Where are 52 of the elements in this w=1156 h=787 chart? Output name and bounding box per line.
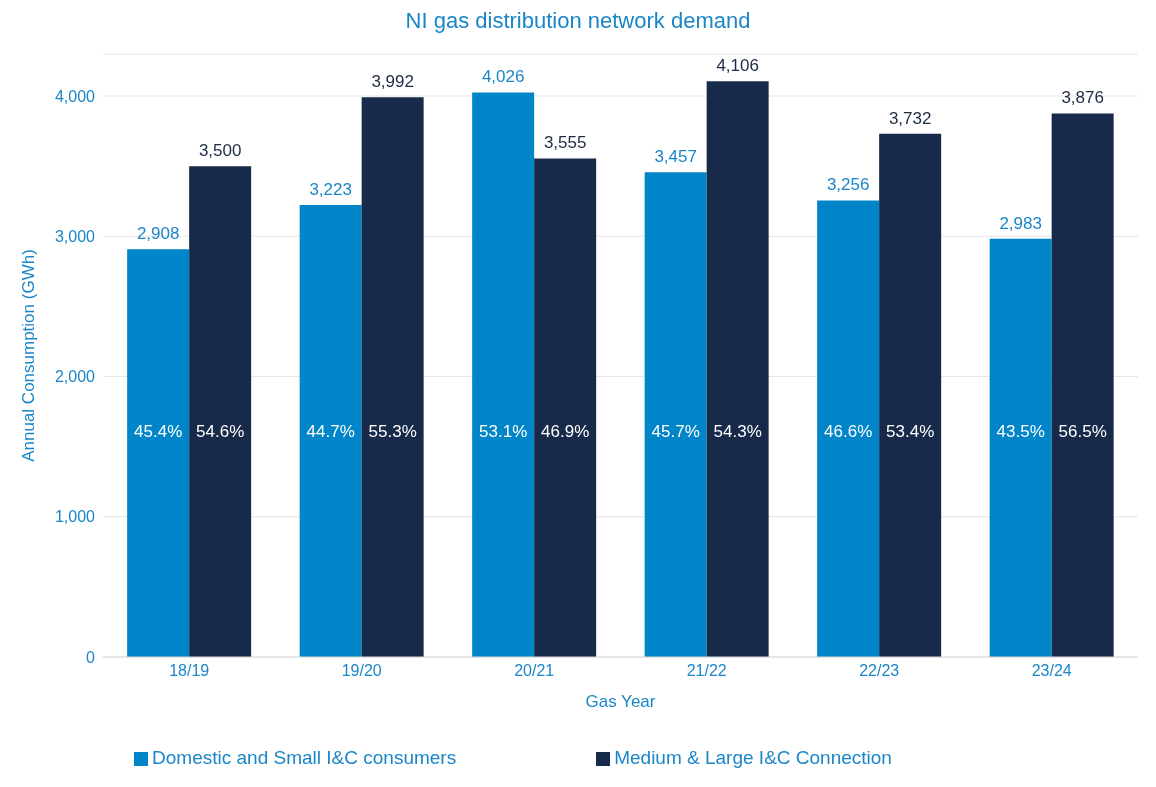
data-label: 4,026 [481,67,525,87]
x-tick-label: 18/19 [169,662,210,680]
data-label: 3,256 [826,175,870,195]
data-label: 2,908 [136,224,180,244]
data-label: 3,876 [1061,88,1104,108]
data-label: 3,555 [543,133,587,153]
data-label: 4,106 [716,56,759,76]
bar [817,200,880,657]
bar [361,97,424,657]
x-tick-label: 21/22 [686,662,727,680]
legend-label: Medium & Large I&C Connection [614,747,892,768]
legend-label: Domestic and Small I&C consumers [152,747,457,768]
annotation: 45.4% [134,422,183,442]
y-tick-label: 1,000 [54,508,96,526]
annotation: 44.7% [306,422,355,442]
annotation: 54.6% [196,422,245,442]
bar [989,238,1052,657]
bar [472,92,535,657]
annotation: 46.6% [824,422,873,442]
annotation: 56.5% [1058,422,1107,442]
bar [534,158,597,657]
data-label: 2,983 [999,213,1042,233]
chart-title: NI gas distribution network demand [404,8,752,34]
data-label: 3,732 [888,108,932,128]
annotation: 46.9% [541,422,590,442]
data-label: 3,500 [198,141,242,161]
bar [127,249,190,657]
x-tick-label: 20/21 [514,662,555,680]
data-label: 3,457 [654,147,697,167]
annotation: 53.1% [479,422,528,442]
annotation: 55.3% [368,422,417,442]
annotation: 54.3% [713,422,762,442]
data-label: 3,992 [371,72,414,92]
bar [706,81,769,657]
data-label: 3,223 [309,180,352,200]
annotation: 45.7% [651,422,700,442]
bar [189,166,252,657]
y-tick-label: 2,000 [54,368,96,386]
x-tick-label: 19/20 [341,662,382,680]
y-tick-label: 4,000 [54,87,96,105]
y-axis-title: Annual Consumption (GWh) [19,249,39,462]
bar [299,205,362,657]
annotation: 53.4% [886,422,935,442]
bar [879,133,942,657]
bar [1051,113,1114,657]
x-tick-label: 22/23 [859,662,900,680]
bar [644,172,707,657]
y-tick-label: 0 [86,648,96,666]
annotation: 43.5% [996,422,1045,442]
x-axis-title: Gas Year [585,692,656,711]
y-tick-label: 3,000 [54,227,96,245]
x-tick-label: 23/24 [1031,662,1072,680]
